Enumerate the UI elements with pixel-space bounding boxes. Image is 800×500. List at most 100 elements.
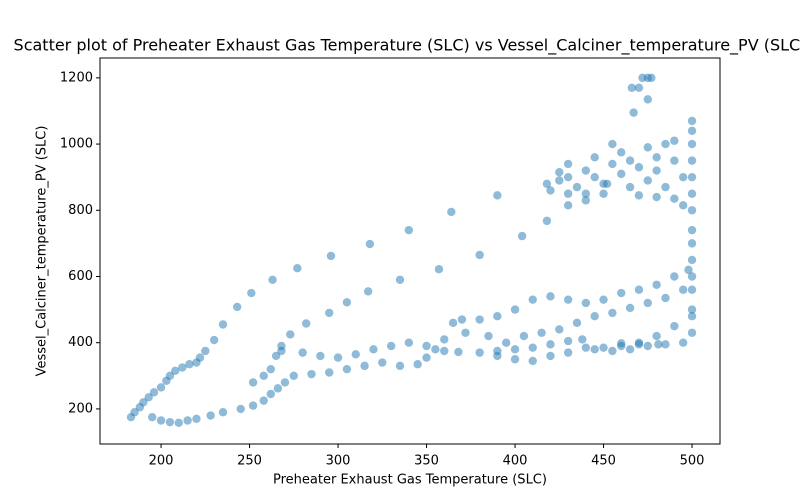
point [563,295,573,304]
point [608,159,617,169]
point [670,272,679,281]
point [590,345,599,354]
point [617,169,626,179]
point [652,153,661,162]
point [404,225,414,235]
point [156,416,166,425]
point [599,189,608,198]
point [634,163,644,172]
point [434,265,444,274]
point [625,303,635,313]
point [232,302,242,312]
point [248,378,258,387]
point [581,343,591,352]
point [581,196,591,205]
x-tick-label: 200 [149,454,174,469]
point [510,305,520,314]
point [563,172,573,182]
x-tick-label: 500 [680,454,705,469]
point [678,201,688,210]
point [413,360,422,369]
point [293,264,302,273]
point [572,182,582,192]
point [590,312,599,321]
point [501,338,511,347]
point [625,345,635,354]
point [271,351,281,361]
point [599,179,608,188]
point [542,179,552,188]
point [555,176,564,185]
point [457,315,467,324]
point [608,346,617,356]
point [517,231,527,241]
point [148,412,157,422]
point [546,340,555,349]
point [178,363,187,372]
point [493,312,502,321]
point [687,172,697,182]
point [608,139,617,149]
point [404,338,414,347]
point [431,345,440,354]
point [307,369,316,379]
point [386,341,396,351]
point [546,351,555,361]
point [369,345,378,354]
point [617,148,626,157]
point [687,139,697,149]
point [555,325,564,334]
point [555,168,564,177]
x-tick-label: 300 [326,454,351,469]
chart-title: Scatter plot of Preheater Exhaust Gas Te… [14,36,800,56]
point [192,414,201,424]
point [563,159,573,169]
point [342,298,352,307]
point [684,265,693,275]
point [440,335,449,344]
point [563,201,573,210]
point [528,343,537,352]
point [687,255,697,265]
point [218,320,228,329]
y-tick-label: 400 [68,335,93,350]
y-axis-label: Vessel_Calciner_temperature_PV (SLC) [35,126,50,377]
point [578,335,587,344]
point [298,348,307,357]
point [634,83,644,92]
point [301,319,311,328]
point [259,396,268,405]
point [581,166,591,175]
point [617,288,626,298]
point [599,295,608,304]
point [634,285,644,294]
point [670,321,679,331]
point [171,366,180,376]
y-tick-label: 600 [68,269,93,284]
point [634,340,644,349]
point [475,250,484,260]
x-axis-label: Preheater Exhaust Gas Temperature (SLC) [273,473,547,488]
point [687,305,697,314]
point [546,292,555,301]
point [546,186,555,195]
point [581,189,591,198]
point [156,383,166,392]
point [236,404,245,414]
point [670,136,679,145]
point [572,318,582,328]
plot-frame [99,57,721,445]
point [661,293,670,303]
point [563,348,573,357]
point [590,153,599,162]
point [687,239,697,248]
x-tick-label: 350 [414,454,439,469]
point [563,336,573,346]
point [661,139,670,149]
point [678,338,688,347]
point [687,116,697,126]
point [448,318,458,328]
point [687,126,697,136]
